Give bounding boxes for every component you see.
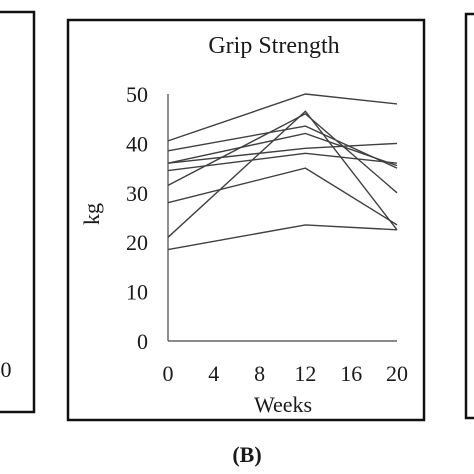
x-tick-label: 4	[208, 361, 219, 386]
series-line-6	[167, 112, 398, 194]
left-panel-tick-label: 0	[1, 357, 12, 382]
series-line-9	[167, 224, 398, 251]
series-line-8	[167, 110, 398, 238]
series-line-7	[167, 167, 398, 226]
right-panel-frame	[464, 12, 474, 420]
chart-title: Grip Strength	[208, 33, 339, 59]
series-line-5	[167, 152, 398, 172]
panel-caption: (B)	[232, 442, 261, 467]
x-tick-label: 16	[340, 361, 362, 386]
y-tick-labels: 0 10 20 30 40 50	[126, 82, 148, 354]
y-axis-label: kg	[79, 203, 104, 225]
y-tick-label: 10	[126, 280, 148, 305]
left-panel-frame	[0, 10, 36, 414]
series-line-4	[167, 132, 398, 167]
y-tick-label: 50	[126, 82, 148, 107]
x-tick-label: 12	[294, 361, 316, 386]
x-axis-label: Weeks	[254, 392, 312, 417]
x-tick-label: 20	[386, 361, 408, 386]
y-tick-label: 20	[126, 230, 148, 255]
x-tick-label: 0	[163, 361, 174, 386]
series-line-3	[167, 142, 398, 164]
y-tick-label: 0	[137, 329, 148, 354]
x-tick-label: 8	[254, 361, 265, 386]
chart-frame	[66, 18, 426, 422]
series-line-2	[167, 125, 398, 169]
series-line-1	[167, 93, 398, 142]
y-tick-label: 40	[126, 131, 148, 156]
series-lines	[167, 93, 398, 251]
x-tick-labels: 0 4 8 12 16 20	[163, 361, 409, 386]
y-tick-label: 30	[126, 181, 148, 206]
